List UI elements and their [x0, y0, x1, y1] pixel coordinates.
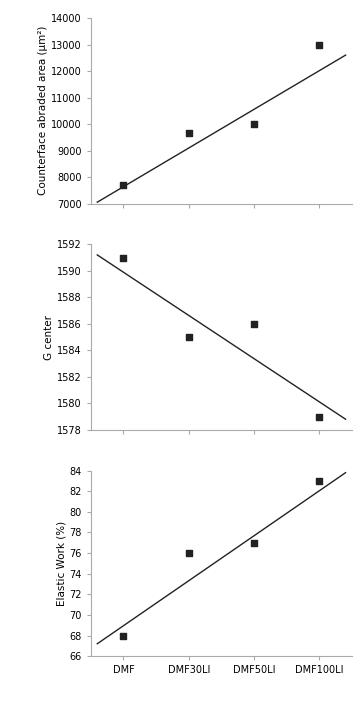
Y-axis label: G center: G center: [44, 314, 54, 360]
Point: [121, 180, 126, 191]
Y-axis label: Elastic Work (%): Elastic Work (%): [56, 521, 66, 606]
Point: [317, 411, 322, 423]
Point: [251, 118, 257, 130]
Point: [251, 537, 257, 549]
Point: [186, 547, 192, 559]
Point: [186, 331, 192, 342]
Point: [251, 318, 257, 329]
Y-axis label: Counterface abraded area (μm²): Counterface abraded area (μm²): [38, 26, 48, 195]
Point: [317, 39, 322, 50]
Point: [317, 475, 322, 487]
Point: [186, 128, 192, 139]
Point: [121, 252, 126, 263]
Point: [121, 629, 126, 641]
